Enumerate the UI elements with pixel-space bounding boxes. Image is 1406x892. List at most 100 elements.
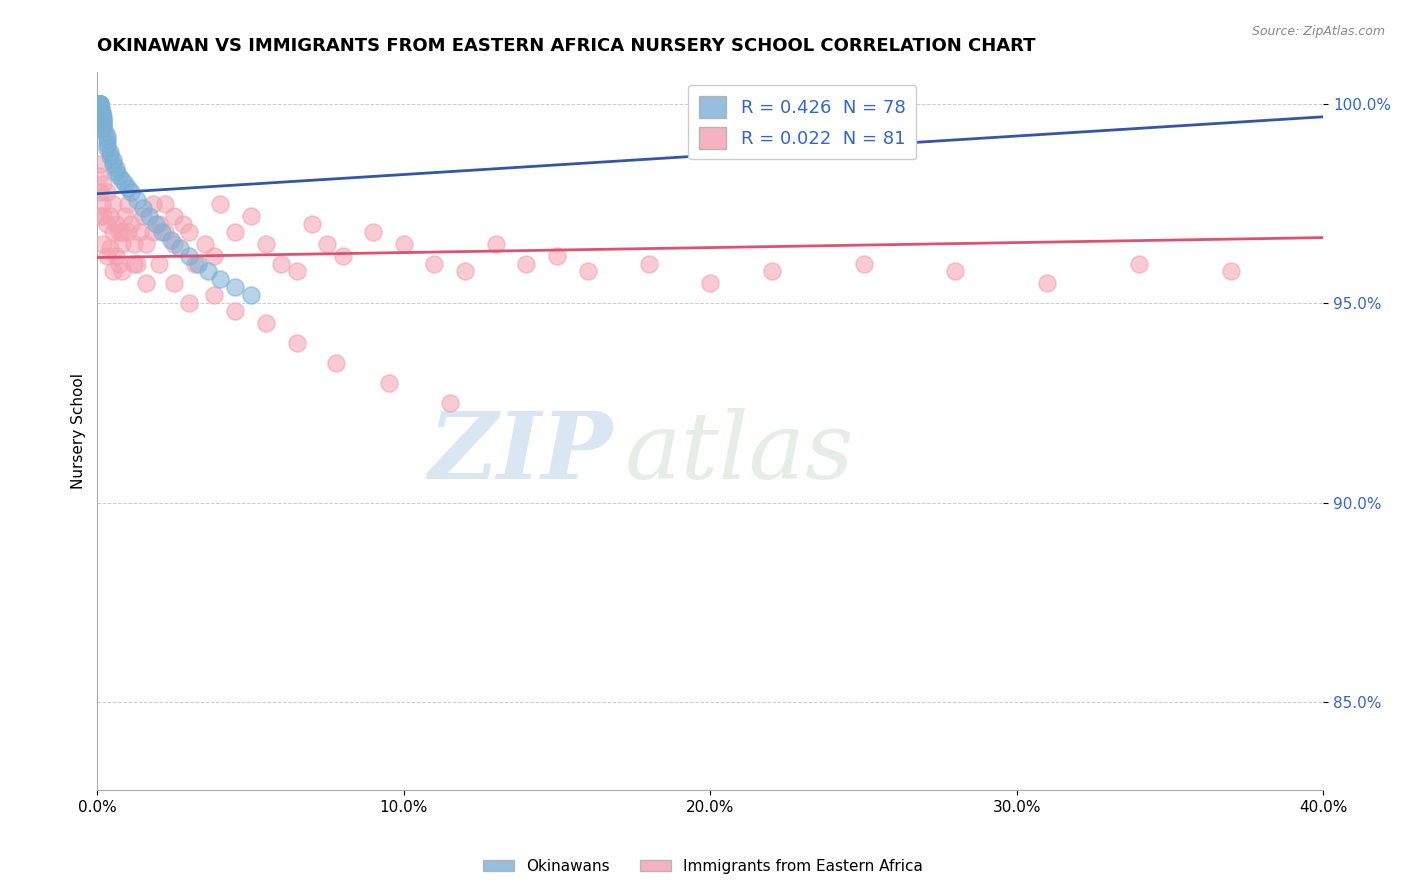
Point (104, 161, 127, 175)
Point (377, 376, 399, 391)
Point (87, 109, 110, 123)
Point (135, 277, 157, 291)
Point (239, 209, 262, 223)
Point (96, 133, 118, 147)
Point (111, 264, 134, 278)
Point (89, 113, 111, 128)
Point (515, 256, 537, 270)
Point (89, 97, 111, 112)
Point (104, 165, 127, 179)
Point (208, 196, 231, 211)
Point (96, 217, 118, 231)
Point (93, 209, 115, 223)
Point (87, 97, 110, 112)
Point (485, 236, 508, 251)
Point (89, 113, 111, 128)
Point (93, 177, 115, 191)
Point (89, 101, 111, 115)
Point (89, 97, 111, 112)
Point (107, 169, 129, 183)
Point (122, 256, 145, 270)
Point (179, 248, 201, 262)
Point (89, 97, 111, 112)
Point (224, 225, 246, 239)
Point (120, 217, 142, 231)
Point (107, 225, 129, 239)
Point (761, 264, 783, 278)
Point (145, 217, 167, 231)
Point (224, 280, 246, 294)
Point (127, 193, 149, 207)
Point (852, 256, 875, 270)
Point (325, 356, 347, 370)
Point (132, 201, 155, 215)
Point (89, 105, 111, 120)
Point (160, 233, 183, 247)
Point (423, 256, 446, 270)
Y-axis label: Nursery School: Nursery School (72, 373, 86, 489)
Point (91, 105, 114, 120)
Point (93, 113, 115, 128)
Legend: Okinawans, Immigrants from Eastern Africa: Okinawans, Immigrants from Eastern Afric… (477, 853, 929, 880)
Point (98, 149, 121, 163)
Point (1128, 256, 1150, 270)
Point (87, 101, 110, 115)
Point (89, 105, 111, 120)
Text: atlas: atlas (624, 408, 853, 498)
Point (114, 209, 136, 223)
Point (111, 225, 134, 239)
Point (179, 225, 201, 239)
Point (90, 117, 112, 131)
Point (148, 217, 170, 231)
Point (89, 157, 111, 171)
Point (90, 101, 112, 115)
Point (96, 141, 118, 155)
Point (87, 101, 110, 115)
Legend: R = 0.426  N = 78, R = 0.022  N = 81: R = 0.426 N = 78, R = 0.022 N = 81 (689, 85, 917, 160)
Point (93, 120, 115, 135)
Point (392, 236, 415, 251)
Point (87, 109, 110, 123)
Point (101, 153, 124, 167)
Point (96, 248, 118, 262)
Point (150, 225, 173, 239)
Point (316, 236, 339, 251)
Point (96, 185, 118, 199)
Point (285, 336, 308, 351)
Point (332, 248, 354, 262)
Point (153, 196, 176, 211)
Point (87, 169, 110, 183)
Point (101, 157, 124, 171)
Point (127, 256, 149, 270)
Text: ZIP: ZIP (427, 408, 612, 498)
Point (187, 256, 209, 270)
Point (114, 177, 136, 191)
Point (163, 236, 186, 251)
Point (98, 241, 121, 255)
Point (87, 101, 110, 115)
Point (122, 236, 145, 251)
Point (138, 209, 160, 223)
Point (90, 105, 112, 120)
Point (89, 109, 111, 123)
Point (172, 217, 194, 231)
Point (87, 109, 110, 123)
Point (89, 97, 111, 112)
Point (439, 396, 461, 410)
Point (239, 288, 262, 302)
Point (270, 256, 292, 270)
Point (91, 109, 114, 123)
Point (89, 105, 111, 120)
Point (87, 105, 110, 120)
Point (104, 217, 127, 231)
Point (148, 256, 170, 270)
Point (285, 264, 308, 278)
Point (179, 296, 201, 310)
Point (163, 209, 186, 223)
Point (89, 101, 111, 115)
Point (91, 113, 114, 128)
Point (576, 264, 599, 278)
Point (87, 97, 110, 112)
Point (89, 209, 111, 223)
Point (301, 217, 323, 231)
